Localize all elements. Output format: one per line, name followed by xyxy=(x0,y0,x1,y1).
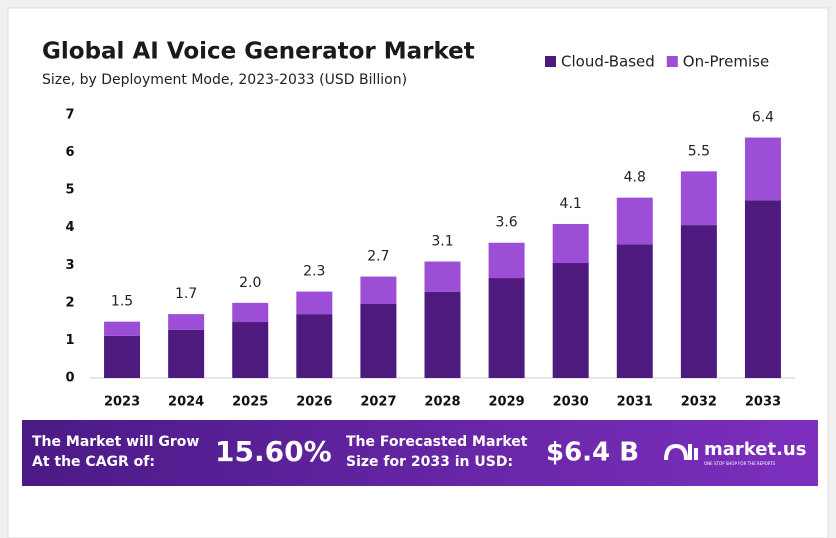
bar-segment xyxy=(104,335,141,378)
forecast-value: $6.4 B xyxy=(546,438,639,468)
y-tick-label: 5 xyxy=(65,183,74,198)
y-tick-label: 2 xyxy=(65,295,74,310)
bar-segment xyxy=(488,242,525,279)
cagr-text: At the CAGR of: xyxy=(32,454,155,470)
x-tick-label: 2030 xyxy=(553,395,589,410)
bar-segment xyxy=(104,321,141,336)
bar-segment xyxy=(296,314,333,378)
x-tick-label: 2033 xyxy=(745,395,781,410)
bar-segment xyxy=(424,291,461,378)
bar-segment xyxy=(168,314,205,330)
tagline: ONE STOP SHOP FOR THE REPORTS xyxy=(704,461,776,466)
bar-segment xyxy=(616,244,653,378)
cagr-text: The Market will Grow xyxy=(32,434,199,450)
total-label: 2.7 xyxy=(367,249,389,265)
bar-segment xyxy=(552,223,589,264)
forecast-text: Size for 2033 in USD: xyxy=(346,454,513,470)
total-label: 3.6 xyxy=(495,215,517,231)
total-label: 4.8 xyxy=(624,170,646,186)
cagr-value: 15.60% xyxy=(215,435,332,468)
x-tick-label: 2025 xyxy=(232,395,268,410)
bar-segment xyxy=(232,322,269,378)
bar-segment xyxy=(232,302,269,323)
y-tick-label: 3 xyxy=(65,258,74,273)
legend-swatch xyxy=(545,56,556,67)
x-tick-label: 2032 xyxy=(681,395,717,410)
legend-label: On-Premise xyxy=(683,53,769,71)
total-label: 4.1 xyxy=(560,196,582,212)
total-label: 6.4 xyxy=(752,110,774,126)
bar-segment xyxy=(296,291,333,315)
bar-segment xyxy=(360,276,397,304)
total-label: 2.3 xyxy=(303,264,325,280)
footer-band xyxy=(22,420,818,486)
bar-segment xyxy=(616,197,653,245)
chart-subtitle: Size, by Deployment Mode, 2023-2033 (USD… xyxy=(42,72,407,88)
total-label: 1.7 xyxy=(175,286,197,302)
bar-segment xyxy=(424,261,461,292)
bar-segment xyxy=(680,171,717,226)
forecast-text: The Forecasted Market xyxy=(346,434,528,450)
y-tick-label: 4 xyxy=(65,220,74,235)
legend-swatch xyxy=(666,56,678,67)
total-label: 2.0 xyxy=(239,275,261,291)
bar-segment xyxy=(360,303,397,378)
legend-label: Cloud-Based xyxy=(561,53,655,71)
y-tick-label: 7 xyxy=(65,108,74,123)
chart-title: Global AI Voice Generator Market xyxy=(42,39,475,65)
bar-segment xyxy=(744,200,781,378)
total-label: 1.5 xyxy=(111,294,133,310)
x-tick-label: 2029 xyxy=(488,395,524,410)
y-tick-label: 6 xyxy=(65,145,74,160)
bar-segment xyxy=(168,329,205,378)
x-tick-label: 2026 xyxy=(296,395,332,410)
y-tick-label: 0 xyxy=(65,371,74,386)
bar-segment xyxy=(680,225,717,378)
x-tick-label: 2031 xyxy=(617,395,653,410)
x-tick-label: 2028 xyxy=(424,395,460,410)
bar-segment xyxy=(744,137,781,201)
bar-segment xyxy=(488,278,525,378)
bar-segment xyxy=(552,263,589,378)
brand: market.us xyxy=(704,439,806,460)
x-tick-label: 2023 xyxy=(104,395,140,410)
x-tick-label: 2027 xyxy=(360,395,396,410)
total-label: 3.1 xyxy=(431,234,453,250)
y-tick-label: 1 xyxy=(65,333,74,348)
x-tick-label: 2024 xyxy=(168,395,204,410)
brand-icon xyxy=(664,443,698,461)
total-label: 5.5 xyxy=(688,143,710,159)
